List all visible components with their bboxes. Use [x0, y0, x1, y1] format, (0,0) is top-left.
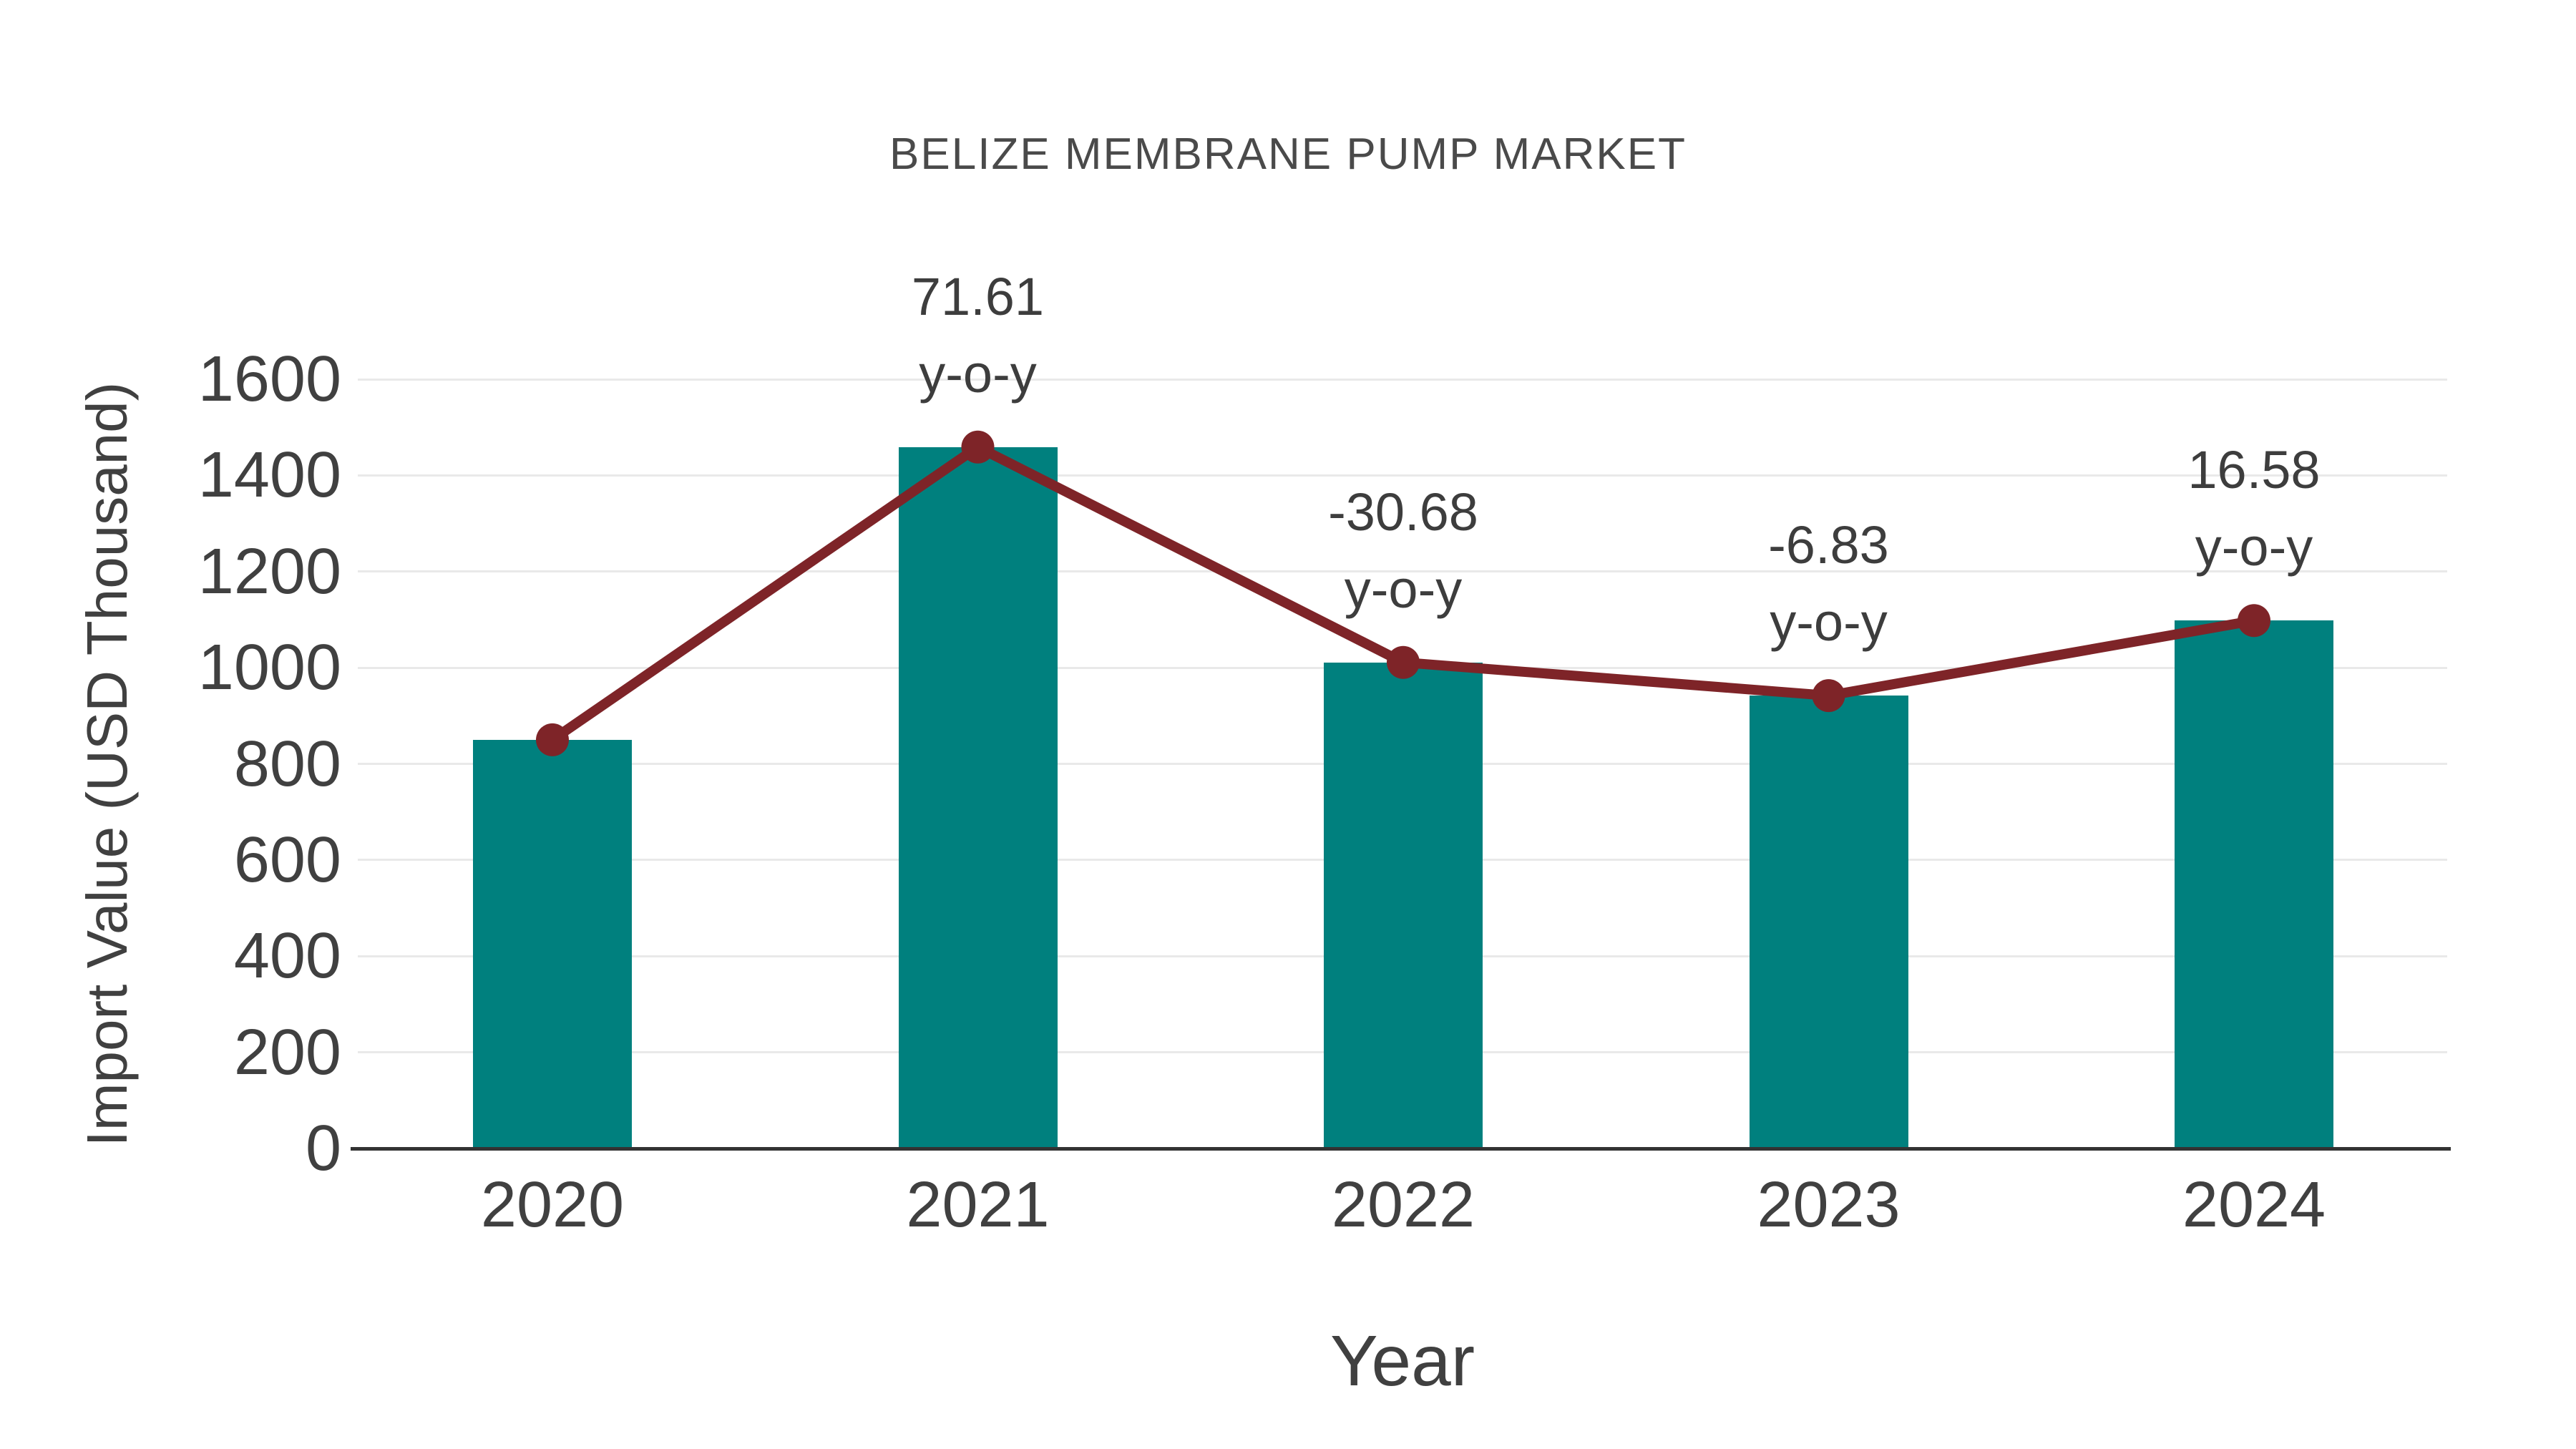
- y-tick-label: 1400: [197, 439, 341, 512]
- yoy-annotation-2022: -30.68 y-o-y: [1328, 474, 1478, 628]
- y-tick-label: 1000: [197, 632, 341, 704]
- x-tick-label-2021: 2021: [906, 1169, 1050, 1241]
- chart-title: BELIZE MEMBRANE PUMP MARKET: [889, 130, 1687, 179]
- y-tick-label: 1200: [197, 535, 341, 608]
- gridline: [358, 378, 2447, 381]
- plot-area: 71.61 y-o-y -30.68 y-o-y -6.83 y-o-y 16.58 y-o-…: [358, 267, 2447, 1148]
- y-tick-label: 400: [233, 920, 341, 992]
- x-axis-title: Year: [1330, 1321, 1475, 1401]
- bar-2023: [1749, 696, 1908, 1148]
- y-tick-label: 800: [233, 728, 341, 800]
- yoy-suffix: y-o-y: [919, 343, 1037, 404]
- bar-2022: [1324, 662, 1483, 1148]
- x-tick-label-2024: 2024: [2182, 1169, 2326, 1241]
- y-tick-label: 0: [305, 1113, 341, 1184]
- data-point-marker-2022: [1387, 645, 1420, 679]
- gridline: [358, 570, 2447, 573]
- data-point-marker-2023: [1812, 679, 1845, 713]
- yoy-annotation-2023: -6.83 y-o-y: [1768, 507, 1889, 661]
- yoy-annotation-2021: 71.61 y-o-y: [912, 258, 1044, 413]
- trend-line-layer: [536, 430, 2270, 756]
- yoy-value: -6.83: [1768, 515, 1889, 575]
- data-point-marker-2020: [536, 723, 569, 756]
- yoy-annotation-2024: 16.58 y-o-y: [2187, 431, 2320, 586]
- gridline: [358, 474, 2447, 477]
- bar-2020: [473, 739, 632, 1148]
- yoy-value: 71.61: [911, 266, 1045, 326]
- x-axis-line: [351, 1147, 2451, 1151]
- y-tick-label: 200: [233, 1016, 341, 1088]
- y-tick-label: 600: [233, 824, 341, 896]
- bar-2021: [898, 447, 1058, 1148]
- yoy-suffix: y-o-y: [1344, 559, 1463, 619]
- x-tick-label-2020: 2020: [480, 1169, 625, 1241]
- yoy-value: 16.58: [2187, 440, 2321, 500]
- yoy-suffix: y-o-y: [2195, 517, 2313, 577]
- data-point-marker-2024: [2238, 604, 2270, 638]
- yoy-suffix: y-o-y: [1770, 592, 1888, 653]
- data-point-marker-2021: [961, 430, 995, 464]
- bar-2024: [2175, 620, 2333, 1148]
- x-tick-label-2023: 2023: [1757, 1169, 1901, 1241]
- y-tick-label: 1600: [197, 343, 341, 415]
- x-tick-label-2022: 2022: [1331, 1169, 1475, 1241]
- yoy-value: -30.68: [1328, 482, 1478, 542]
